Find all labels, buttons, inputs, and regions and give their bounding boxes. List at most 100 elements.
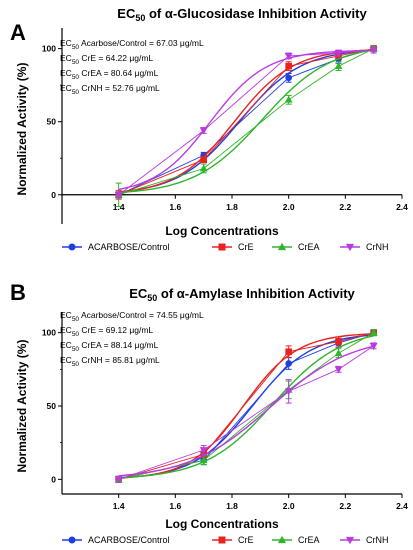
data-point bbox=[285, 348, 292, 356]
legend-marker bbox=[277, 535, 287, 544]
series-crea bbox=[114, 328, 378, 483]
legend-label: CrNH bbox=[366, 242, 389, 252]
ec50-annotation-post: CrE = 69.12 μg/mL bbox=[79, 325, 153, 335]
legend-marker bbox=[345, 536, 355, 545]
legend-item: CrEA bbox=[272, 535, 320, 545]
chart-title-post: of α-Amylase Inhibition Activity bbox=[157, 286, 355, 301]
data-point bbox=[200, 156, 207, 163]
chart-title-pre: EC bbox=[117, 6, 136, 21]
data-point bbox=[114, 476, 123, 484]
data-point bbox=[335, 338, 342, 345]
chart-title-sub: 50 bbox=[147, 293, 157, 303]
x-tick-label: 2.0 bbox=[283, 501, 295, 511]
data-point bbox=[199, 447, 208, 455]
chart-title-post: of α-Glucosidase Inhibition Activity bbox=[145, 6, 367, 21]
x-tick-label: 1.8 bbox=[226, 501, 238, 511]
legend-label: CrNH bbox=[366, 535, 389, 545]
ec50-annotation: EC50 CrEA = 88.14 μg/mL bbox=[60, 340, 159, 353]
series-fit-curve bbox=[118, 49, 374, 191]
x-tick-label: 2.2 bbox=[339, 501, 351, 511]
y-tick-label: 100 bbox=[42, 328, 56, 338]
data-point bbox=[334, 366, 343, 374]
ec50-annotation-pre: EC bbox=[60, 83, 72, 93]
data-point bbox=[199, 456, 208, 464]
data-point bbox=[369, 328, 378, 336]
x-axis-label: Log Concentrations bbox=[165, 224, 279, 238]
ec50-annotation: EC50 CrE = 69.12 μg/mL bbox=[60, 325, 153, 338]
ec50-annotation-sub: 50 bbox=[72, 74, 80, 81]
data-point bbox=[284, 53, 293, 61]
series-crnh bbox=[114, 46, 378, 199]
chart-title-sub: 50 bbox=[135, 13, 145, 23]
x-tick-label: 2.2 bbox=[339, 202, 351, 212]
panel-letter: B bbox=[10, 280, 26, 305]
data-point bbox=[285, 360, 292, 367]
legend-item: CrNH bbox=[340, 535, 389, 545]
data-point bbox=[369, 342, 378, 350]
legend-label: ACARBOSE/Control bbox=[88, 535, 170, 545]
legend-marker bbox=[218, 536, 226, 544]
data-point bbox=[334, 349, 343, 357]
ec50-annotation-post: CrNH = 52.76 μg/mL bbox=[79, 83, 160, 93]
legend-item: ACARBOSE/Control bbox=[62, 535, 170, 545]
ec50-annotation-post: Acarbose/Control = 67.03 μg/mL bbox=[79, 38, 204, 48]
data-point bbox=[199, 164, 208, 172]
ec50-annotation-pre: EC bbox=[60, 310, 72, 320]
legend-marker bbox=[277, 242, 287, 251]
panel-B: B EC50 of α-Amylase Inhibition Activity05… bbox=[10, 280, 408, 545]
legend-label: CrEA bbox=[298, 535, 320, 545]
legend-label: CrE bbox=[238, 535, 254, 545]
legend-marker bbox=[218, 243, 226, 251]
ec50-annotation-sub: 50 bbox=[72, 316, 80, 323]
data-point bbox=[285, 74, 292, 82]
ec50-annotation-post: CrNH = 85.81 μg/mL bbox=[79, 355, 160, 365]
x-tick-label: 1.8 bbox=[226, 202, 238, 212]
legend-item: CrE bbox=[212, 242, 254, 252]
legend-label: CrEA bbox=[298, 242, 320, 252]
ec50-annotation-sub: 50 bbox=[72, 331, 80, 338]
y-tick-label: 0 bbox=[51, 190, 56, 200]
legend-marker bbox=[68, 536, 76, 544]
ec50-annotation: EC50 Acarbose/Control = 74.55 μg/mL bbox=[60, 310, 204, 323]
legend-marker bbox=[345, 243, 355, 252]
x-tick-label: 1.6 bbox=[169, 501, 181, 511]
ec50-annotation: EC50 CrEA = 80.64 μg/mL bbox=[60, 68, 159, 81]
chart-title-pre: EC bbox=[129, 286, 148, 301]
ec50-annotation-post: CrE = 64.22 μg/mL bbox=[79, 53, 153, 63]
data-point bbox=[285, 62, 292, 70]
legend-marker bbox=[68, 243, 76, 251]
series-fit-curve bbox=[118, 345, 374, 477]
data-point bbox=[284, 95, 293, 103]
data-point bbox=[284, 388, 293, 396]
series-connector bbox=[118, 345, 374, 480]
y-axis-label: Normalized Activity (%) bbox=[15, 63, 29, 196]
ec50-annotation-sub: 50 bbox=[72, 59, 80, 66]
series-fit-curve bbox=[118, 335, 374, 479]
ec50-annotation-sub: 50 bbox=[72, 44, 80, 51]
x-tick-label: 2.4 bbox=[396, 501, 408, 511]
series-crea bbox=[114, 44, 378, 207]
series-fit-curve bbox=[118, 333, 374, 479]
x-tick-label: 2.4 bbox=[396, 202, 408, 212]
ec50-annotation-pre: EC bbox=[60, 53, 72, 63]
x-tick-label: 1.6 bbox=[169, 202, 181, 212]
ec50-annotation-pre: EC bbox=[60, 325, 72, 335]
ec50-annotation-post: Acarbose/Control = 74.55 μg/mL bbox=[79, 310, 204, 320]
ec50-annotation-pre: EC bbox=[60, 38, 72, 48]
legend-label: ACARBOSE/Control bbox=[88, 242, 170, 252]
x-tick-label: 1.4 bbox=[113, 501, 125, 511]
y-tick-label: 0 bbox=[51, 474, 56, 484]
series-crnh bbox=[114, 342, 378, 484]
y-tick-label: 100 bbox=[42, 44, 56, 54]
legend-item: CrE bbox=[212, 535, 254, 545]
x-tick-label: 2.0 bbox=[283, 202, 295, 212]
chart-title: EC50 of α-Amylase Inhibition Activity bbox=[129, 286, 355, 303]
series-fit-curve bbox=[118, 49, 374, 194]
data-point bbox=[199, 127, 208, 135]
ec50-annotation-sub: 50 bbox=[72, 89, 80, 96]
ec50-annotation-pre: EC bbox=[60, 68, 72, 78]
legend-label: CrE bbox=[238, 242, 254, 252]
ec50-annotation-pre: EC bbox=[60, 355, 72, 365]
